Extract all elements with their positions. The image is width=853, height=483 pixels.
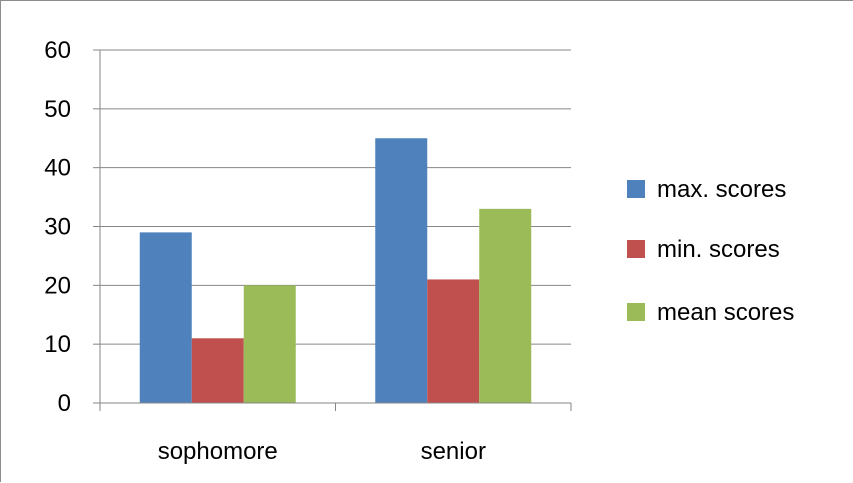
y-tick-label: 40 — [44, 155, 71, 182]
y-tick-label: 0 — [58, 390, 71, 417]
y-tick-label: 20 — [44, 272, 71, 299]
y-tick-label: 60 — [44, 37, 71, 64]
legend: max. scores min. scores mean scores — [627, 176, 794, 326]
bar-senior-min-scores — [427, 279, 480, 403]
axes: 0 10 20 30 40 50 60 sophomore senior — [44, 37, 572, 465]
bar-sophomore-min-scores — [191, 338, 244, 403]
x-tick-label: sophomore — [158, 438, 278, 465]
x-tick-label: senior — [421, 438, 486, 465]
bar-senior-mean-scores — [479, 208, 532, 403]
y-tick-label: 50 — [44, 96, 71, 123]
bar-senior-max-scores — [375, 138, 428, 403]
bar-sophomore-mean-scores — [243, 285, 296, 403]
bar-sophomore-max-scores — [139, 232, 192, 403]
y-tick-label: 30 — [44, 214, 71, 241]
legend-label: min. scores — [657, 236, 780, 263]
legend-label: max. scores — [657, 176, 786, 203]
bars — [139, 138, 532, 403]
y-tick-label: 10 — [44, 331, 71, 358]
legend-label: mean scores — [657, 299, 794, 326]
legend-swatch — [627, 240, 645, 258]
legend-swatch — [627, 303, 645, 321]
legend-swatch — [627, 180, 645, 198]
